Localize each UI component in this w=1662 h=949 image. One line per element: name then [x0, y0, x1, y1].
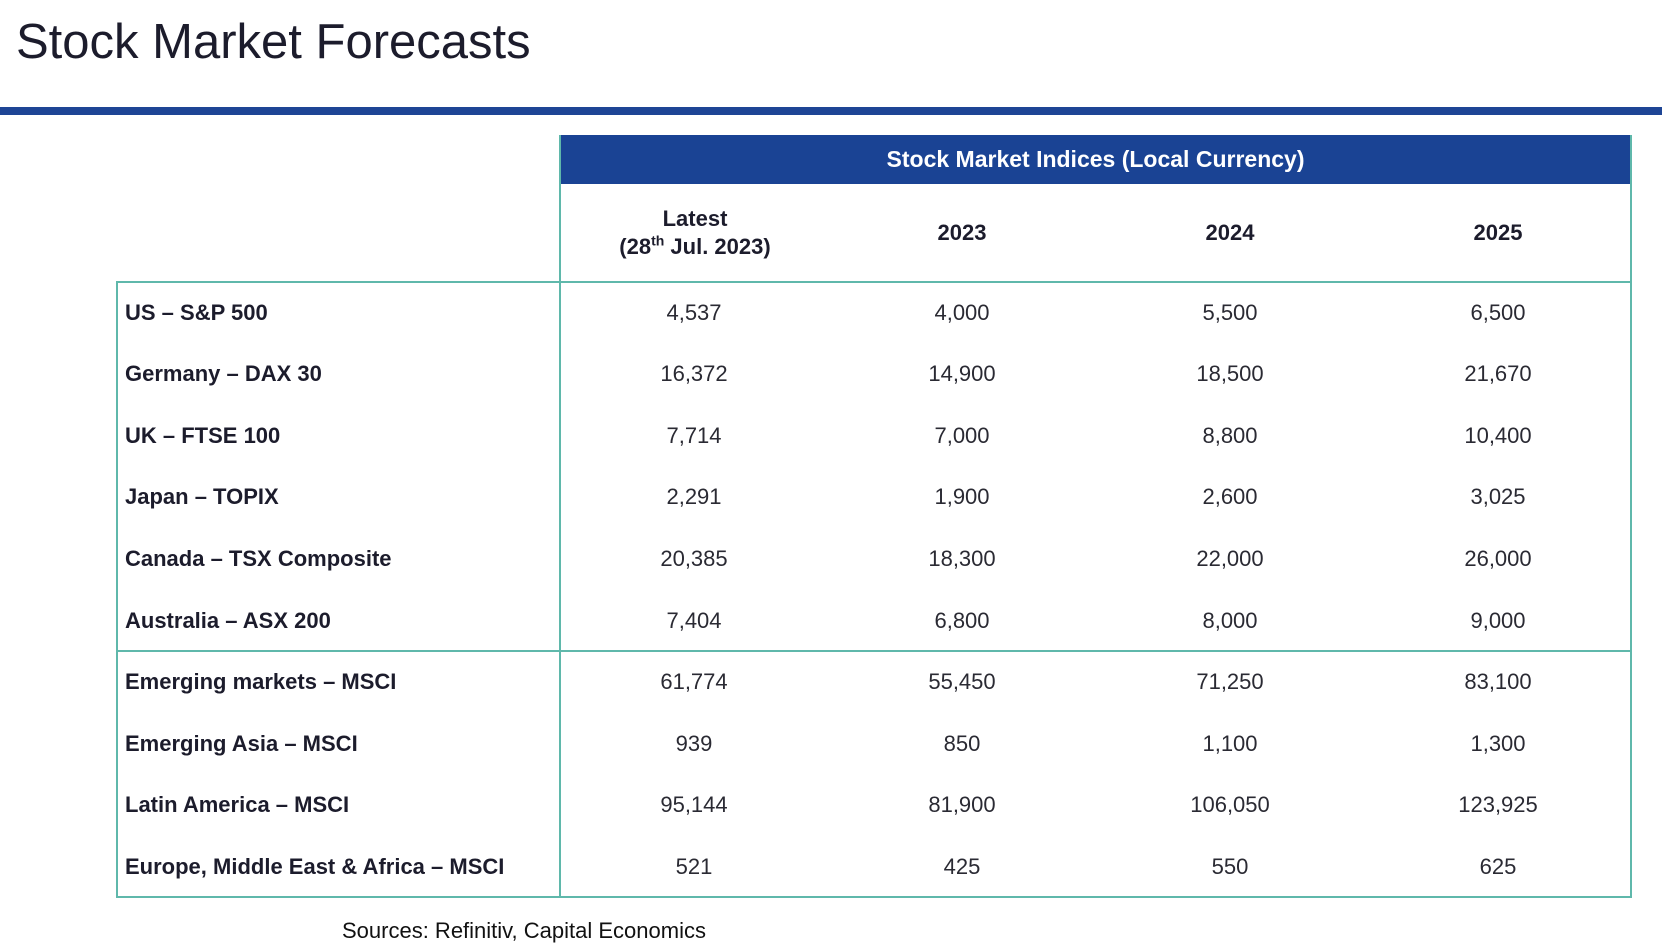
table-cell: 425 [943, 854, 981, 879]
column-header-latest-line2: (28th Jul. 2023) [619, 232, 771, 259]
table-cell: 8,800 [1202, 423, 1258, 448]
table-cell: 81,900 [928, 792, 996, 817]
table-cell: 550 [1211, 854, 1249, 879]
table-cell: 18,300 [928, 546, 996, 571]
table-cell: 18,500 [1196, 361, 1264, 386]
table-cell: 21,670 [1464, 361, 1532, 386]
table-cell: 7,404 [666, 608, 722, 633]
page-title: Stock Market Forecasts [16, 15, 531, 69]
table-cell: 3,025 [1470, 484, 1526, 509]
table-cell: 95,144 [660, 792, 728, 817]
table-cell: 7,000 [934, 423, 990, 448]
row-label: Germany – DAX 30 [125, 361, 322, 386]
row-label: Emerging Asia – MSCI [125, 731, 358, 756]
table-cell: 6,800 [934, 608, 990, 633]
row-label: US – S&P 500 [125, 300, 268, 325]
table-cell: 71,250 [1196, 669, 1264, 694]
row-label: Australia – ASX 200 [125, 608, 331, 633]
table-cell: 2,600 [1202, 484, 1258, 509]
table-cell: 8,000 [1202, 608, 1258, 633]
table-cell: 625 [1479, 854, 1517, 879]
source-note: Sources: Refinitiv, Capital Economics [342, 918, 706, 943]
table-cell: 5,500 [1202, 300, 1258, 325]
table-cell: 61,774 [660, 669, 728, 694]
table-cell: 1,900 [934, 484, 990, 509]
table-cell: 4,000 [934, 300, 990, 325]
column-header-2023: 2023 [937, 220, 987, 245]
column-header-latest-line1: Latest [662, 206, 728, 231]
table-group-separator [116, 650, 1632, 652]
table-cell: 521 [675, 854, 713, 879]
title-divider [0, 107, 1662, 115]
row-label: Europe, Middle East & Africa – MSCI [125, 854, 505, 879]
table-cell: 1,300 [1470, 731, 1526, 756]
table-cell: 850 [943, 731, 981, 756]
table-cell: 123,925 [1458, 792, 1538, 817]
table-cell: 55,450 [928, 669, 996, 694]
row-label: UK – FTSE 100 [125, 423, 281, 448]
table-cell: 9,000 [1470, 608, 1526, 633]
row-label: Japan – TOPIX [125, 484, 279, 509]
table-cell: 26,000 [1464, 546, 1532, 571]
table-cell: 106,050 [1190, 792, 1270, 817]
table-cell: 6,500 [1470, 300, 1526, 325]
row-label: Latin America – MSCI [125, 792, 350, 817]
table-border-bottom [116, 896, 1632, 898]
row-label: Emerging markets – MSCI [125, 669, 397, 694]
table-group-header: Stock Market Indices (Local Currency) [559, 135, 1632, 184]
table-cell: 10,400 [1464, 423, 1532, 448]
table-cell: 16,372 [660, 361, 728, 386]
column-header-latest: Latest (28th Jul. 2023) [580, 184, 810, 282]
table-cell: 14,900 [928, 361, 996, 386]
table-cell: 22,000 [1196, 546, 1264, 571]
column-header-2024: 2024 [1205, 220, 1255, 245]
table-cell: 83,100 [1464, 669, 1532, 694]
table-cell: 939 [675, 731, 713, 756]
table-border-header-bottom [116, 281, 1632, 283]
table-border-left [116, 281, 118, 898]
column-header-2025: 2025 [1473, 220, 1523, 245]
table-cell: 4,537 [666, 300, 722, 325]
table-border-right [1630, 135, 1632, 898]
table-cell: 7,714 [666, 423, 722, 448]
table-divider-vertical [559, 135, 561, 898]
table-cell: 20,385 [660, 546, 728, 571]
row-label: Canada – TSX Composite [125, 546, 392, 571]
table-cell: 2,291 [666, 484, 722, 509]
table-cell: 1,100 [1202, 731, 1258, 756]
